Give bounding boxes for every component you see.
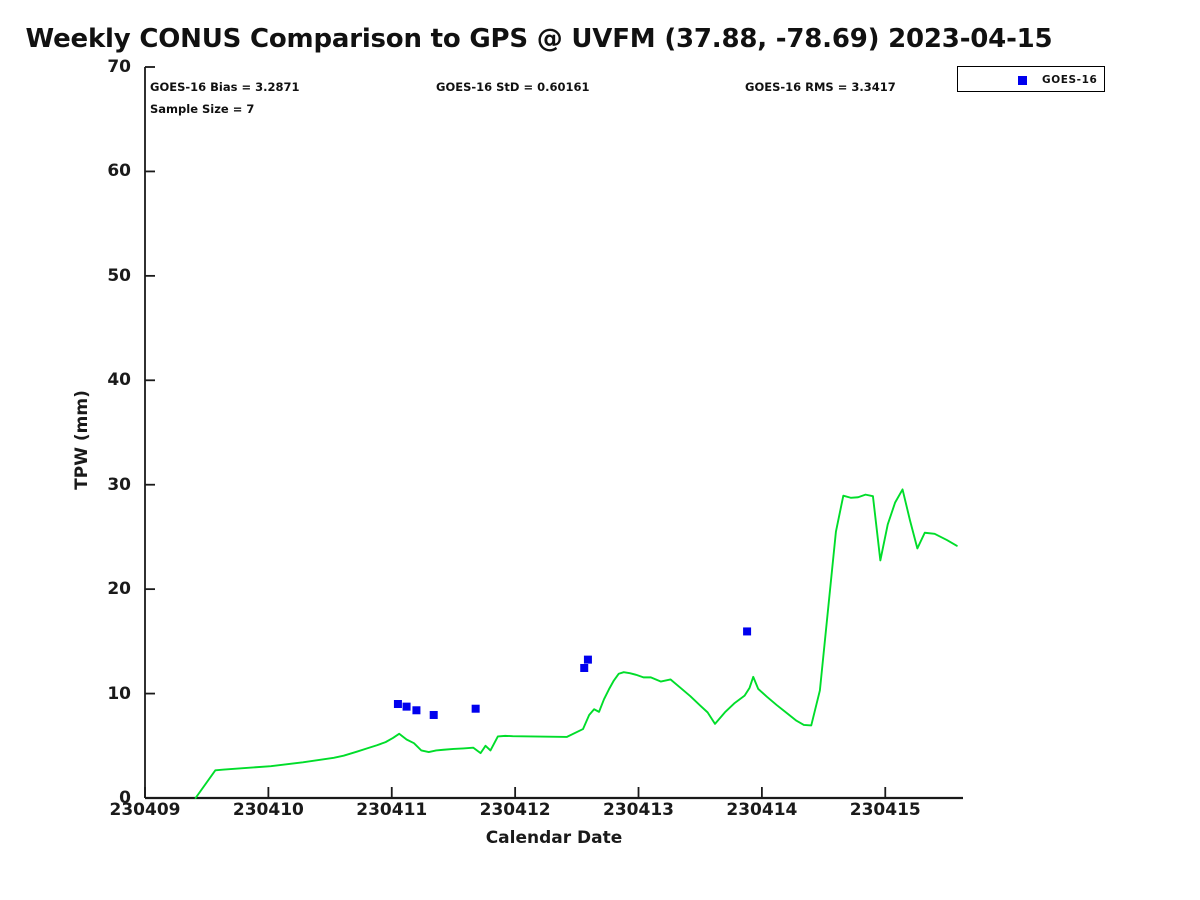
x-tick-label: 230411 (356, 800, 428, 820)
x-tick-label: 230414 (726, 800, 798, 820)
x-axis-label: Calendar Date (485, 828, 623, 848)
annotation-rms: GOES-16 RMS = 3.3417 (745, 80, 896, 94)
data-point-marker (402, 702, 411, 711)
y-tick-label: 10 (107, 683, 131, 704)
y-tick-label: 40 (107, 370, 131, 391)
annotation-bias: GOES-16 Bias = 3.2871 (150, 80, 300, 94)
x-tick-label: 230409 (109, 800, 181, 820)
x-tick-label: 230412 (479, 800, 551, 820)
data-point-marker (743, 627, 752, 636)
annotation-std: GOES-16 StD = 0.60161 (436, 80, 590, 94)
legend-label-goes16: GOES-16 (1042, 74, 1098, 86)
legend: GOES-16 (957, 66, 1105, 92)
y-tick-label: 30 (107, 474, 131, 495)
goes16-scatter-series (393, 627, 752, 719)
y-tick-label: 50 (107, 265, 131, 286)
data-point-marker (580, 663, 589, 672)
data-point-marker (471, 704, 480, 713)
axes (144, 66, 963, 800)
y-tick-label: 60 (107, 161, 131, 182)
gps-line-series (194, 488, 958, 799)
x-tick-label: 230413 (603, 800, 674, 820)
y-tick-label: 20 (107, 579, 131, 600)
x-tick-label: 230415 (849, 800, 921, 820)
annotation-sample-size: Sample Size = 7 (150, 102, 255, 116)
data-point-marker (429, 710, 438, 719)
y-tick-label: 0 (119, 788, 131, 808)
data-point-marker (412, 706, 421, 715)
data-point-marker (393, 700, 402, 709)
data-point-marker (583, 655, 592, 664)
legend-marker-goes16-icon (1018, 76, 1027, 85)
x-tick-label: 230410 (232, 800, 304, 820)
y-tick-label: 70 (107, 57, 131, 77)
page-title: Weekly CONUS Comparison to GPS @ UVFM (3… (25, 24, 1053, 54)
